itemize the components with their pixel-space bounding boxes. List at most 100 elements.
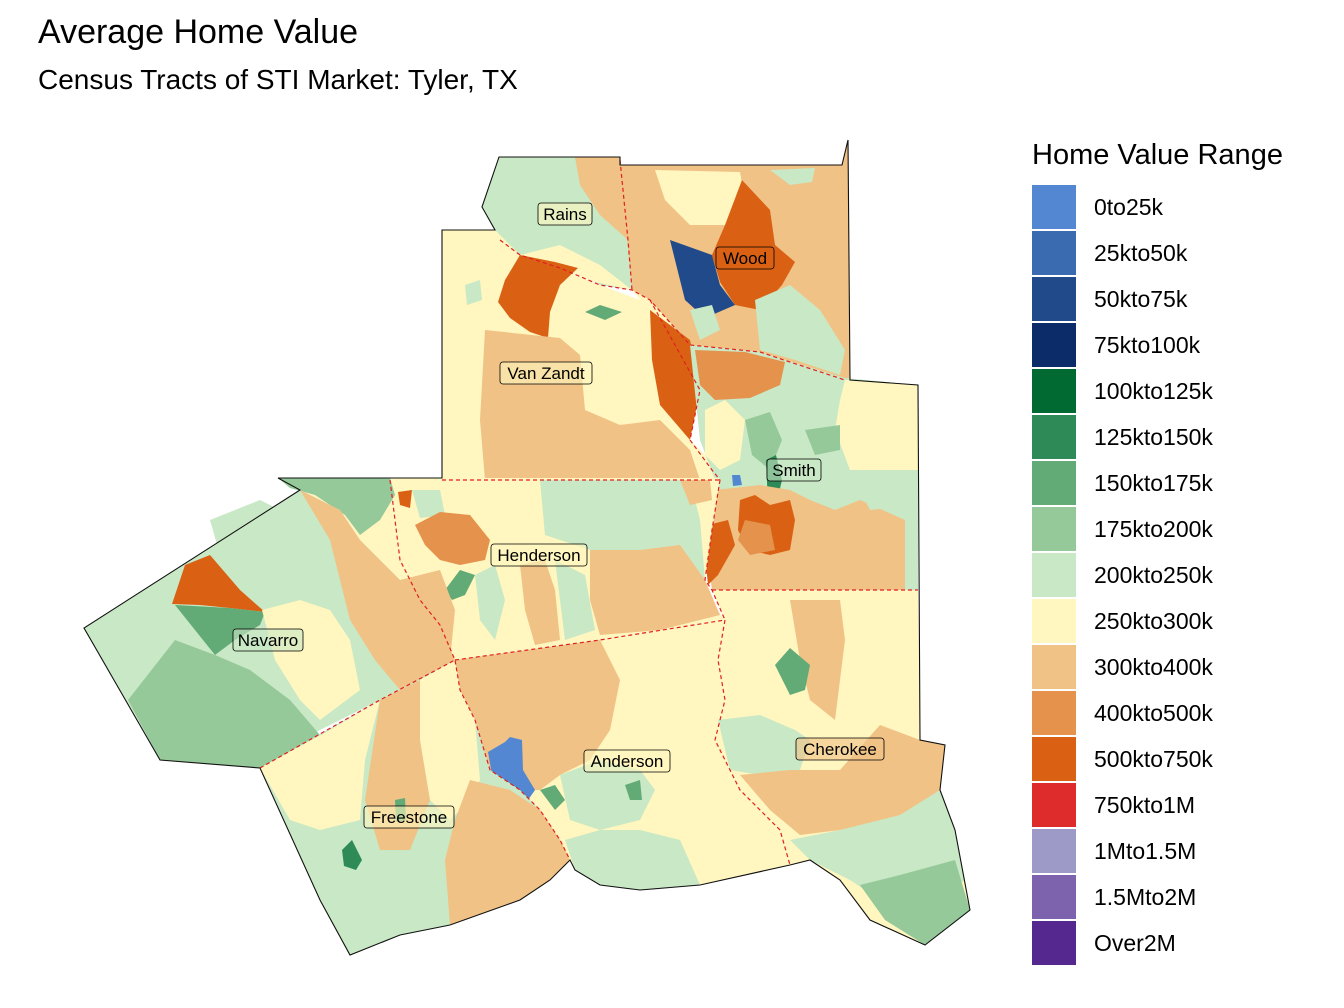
legend-label: 25kto50k [1094,239,1188,266]
county-name-anderson: Anderson [591,752,664,771]
tract [175,605,265,655]
county-name-rains: Rains [543,205,586,224]
county-henderson [278,478,725,660]
boundary-line [619,159,633,291]
legend-swatch [1032,691,1076,735]
tract [300,490,455,690]
legend-item: 150kto175k [1032,460,1283,506]
label-box [766,458,822,482]
tract [128,640,320,768]
tract [860,860,970,945]
boundary-line [259,659,456,769]
label-rains: Rains [537,202,593,226]
legend-item: 200kto250k [1032,552,1283,598]
tract [210,500,300,600]
tract [738,520,775,555]
label-box [499,361,593,385]
legend-item: 0to25k [1032,184,1283,230]
tract [412,490,445,518]
tract [488,737,535,800]
legend-label: Over2M [1094,929,1176,956]
label-box [795,737,885,761]
legend-items: 0to25k 25kto50k 50kto75k 75kto100k 100kto125… [1032,184,1283,966]
tract [278,478,395,535]
tract [625,780,642,800]
legend-item: 1Mto1.5M [1032,828,1283,874]
legend-swatch [1032,553,1076,597]
tract [755,285,845,375]
tract [560,760,655,830]
tract [172,555,265,612]
legend-item: 50kto75k [1032,276,1283,322]
boundary-line [704,479,726,621]
legend-swatch [1032,599,1076,643]
legend-item: 75kto100k [1032,322,1283,368]
county-name-smith: Smith [772,461,815,480]
market-outline [83,139,971,956]
tract [498,255,578,338]
legend-label: 125kto150k [1094,423,1213,450]
legend-item: 100kto125k [1032,368,1283,414]
legend-item: 750kto1M [1032,782,1283,828]
tract [680,480,712,505]
tract [712,180,795,310]
tract [745,412,782,470]
label-box [363,805,455,829]
legend-label: 75kto100k [1094,331,1201,358]
label-box [490,543,588,567]
legend-swatch [1032,231,1076,275]
tract [555,560,595,640]
tract [445,570,475,600]
legend-item: 250kto300k [1032,598,1283,644]
tract [775,648,810,695]
tract [540,785,565,810]
label-freestone: Freestone [363,805,455,829]
legend-item: 125kto150k [1032,414,1283,460]
legend-swatch [1032,921,1076,965]
boundary-line [714,619,791,866]
legend-item: 300kto400k [1032,644,1283,690]
tract [655,170,745,225]
tract [520,560,560,645]
legend-swatch [1032,645,1076,689]
legend-swatch [1032,829,1076,873]
label-box [583,749,671,773]
tract [770,168,815,185]
boundary-line [499,239,846,381]
tract [590,545,720,635]
legend-swatch [1032,277,1076,321]
legend-swatch [1032,185,1076,229]
label-cherokee: Cherokee [795,737,885,761]
legend-label: 500kto750k [1094,745,1213,772]
tract [690,305,720,340]
legend-item: Over2M [1032,920,1283,966]
tract [565,830,700,890]
legend-label: 100kto125k [1094,377,1213,404]
tract [445,780,570,925]
label-henderson: Henderson [490,543,588,567]
label-anderson: Anderson [583,749,671,773]
tract [342,840,362,870]
tract [740,725,945,835]
label-van-zandt: Van Zandt [499,361,593,385]
tract [705,400,745,470]
choropleth-map: Rains Wood Van Zandt Smith Henderson Nav… [83,139,971,956]
tract [585,305,622,320]
legend-swatch [1032,415,1076,459]
tract [380,525,420,575]
tract [398,490,412,508]
label-box [232,628,304,652]
legend-label: 300kto400k [1094,653,1213,680]
tract [260,700,380,830]
legend-item: 175kto200k [1032,506,1283,552]
legend-label: 1Mto1.5M [1094,837,1197,864]
tract [718,715,810,775]
legend-swatch [1032,461,1076,505]
county-name-navarro: Navarro [238,631,298,650]
county-name-wood: Wood [723,249,767,268]
legend-label: 200kto250k [1094,561,1213,588]
legend-swatch [1032,783,1076,827]
tract [790,600,845,720]
tract [732,475,742,486]
legend-title: Home Value Range [1032,139,1283,171]
